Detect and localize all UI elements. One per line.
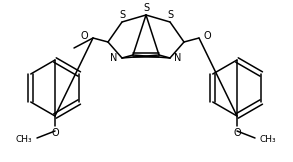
Text: N: N [174,53,182,63]
Text: S: S [167,10,173,20]
Text: N: N [110,53,118,63]
Text: O: O [51,128,59,138]
Text: O: O [233,128,241,138]
Text: CH₃: CH₃ [15,135,32,145]
Text: O: O [80,31,88,41]
Text: S: S [119,10,125,20]
Text: CH₃: CH₃ [260,135,277,145]
Text: O: O [204,31,212,41]
Text: S: S [143,3,149,13]
